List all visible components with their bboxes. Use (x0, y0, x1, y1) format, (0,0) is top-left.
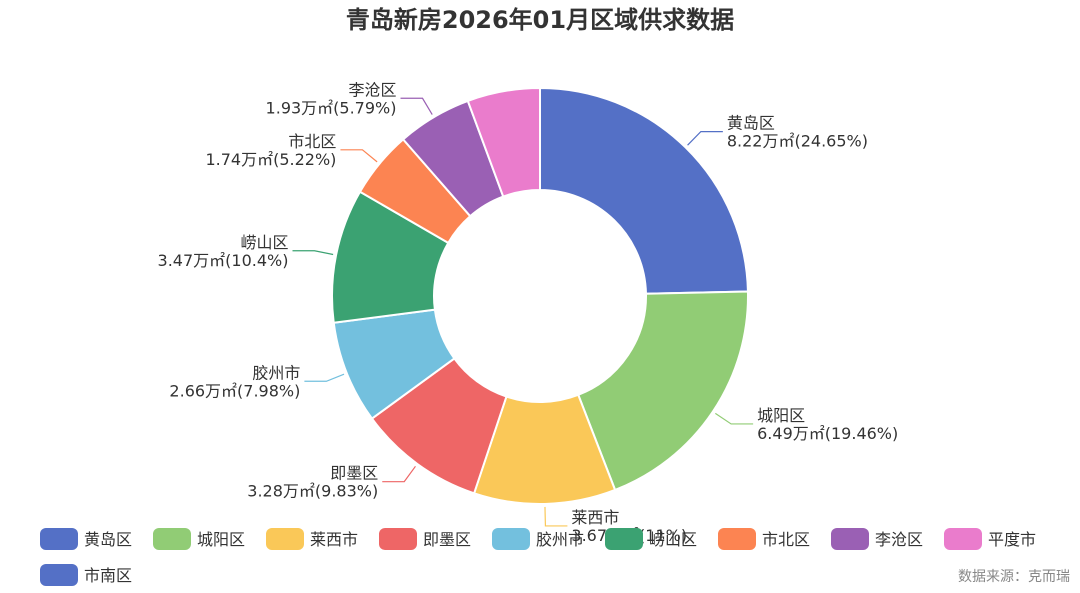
legend-label-9[interactable]: 平度市 (988, 530, 1036, 549)
slice-7-leader (340, 149, 378, 163)
slice-6-name-label: 崂山区 (240, 233, 288, 252)
slice-4-leader (382, 465, 416, 483)
slice-8-leader (400, 97, 433, 115)
legend-swatch-10[interactable] (40, 564, 78, 586)
slice-4-name-label: 即墨区 (330, 464, 378, 483)
legend-label-10[interactable]: 市南区 (84, 566, 132, 585)
slice-1-leader (687, 131, 723, 146)
slice-5-name-label: 胶州市 (252, 363, 300, 382)
legend-label-1[interactable]: 黄岛区 (84, 530, 132, 549)
slice-8-name-label: 李沧区 (348, 80, 396, 99)
legend-swatch-4[interactable] (379, 528, 417, 550)
slice-3-name-label: 莱西市 (571, 508, 619, 527)
slices-group (331, 86, 749, 505)
leader-lines-group (292, 97, 754, 527)
legend-label-6[interactable]: 崂山区 (649, 530, 697, 549)
slice-1-name-label: 黄岛区 (727, 114, 775, 133)
slice-4-value-label: 3.28万㎡(9.83%) (247, 482, 378, 501)
slice-7-value-label: 1.74万㎡(5.22%) (205, 150, 336, 169)
slice-2-leader (715, 412, 754, 425)
legend-label-5[interactable]: 胶州市 (536, 530, 584, 549)
legend-label-3[interactable]: 莱西市 (310, 530, 358, 549)
slice-1[interactable] (539, 86, 749, 295)
slice-2[interactable] (576, 290, 749, 492)
legend-label-7[interactable]: 市北区 (762, 530, 810, 549)
labels-group: 黄岛区8.22万㎡(24.65%)城阳区6.49万㎡(19.46%)莱西市3.6… (158, 80, 899, 545)
slice-2-name-label: 城阳区 (757, 406, 805, 425)
legend-swatch-1[interactable] (40, 528, 78, 550)
slice-7-name-label: 市北区 (288, 132, 336, 151)
slice-5-leader (304, 373, 345, 382)
legend-swatch-2[interactable] (153, 528, 191, 550)
slice-9[interactable] (466, 86, 541, 198)
legend-swatch-8[interactable] (831, 528, 869, 550)
legend-label-4[interactable]: 即墨区 (423, 530, 471, 549)
slice-3-leader (544, 506, 568, 527)
slice-1-value-label: 8.22万㎡(24.65%) (727, 132, 868, 151)
slice-8-value-label: 1.93万㎡(5.79%) (266, 98, 397, 117)
legend-label-8[interactable]: 李沧区 (875, 530, 923, 549)
legend-swatch-5[interactable] (492, 528, 530, 550)
legend-swatch-6[interactable] (605, 528, 643, 550)
chart-title: 青岛新房2026年01月区域供求数据 (346, 6, 734, 34)
slice-2-value-label: 6.49万㎡(19.46%) (757, 424, 898, 443)
slice-5-value-label: 2.66万㎡(7.98%) (169, 381, 300, 400)
source-note: 数据来源：克而瑞 (958, 569, 1070, 585)
legend-swatch-9[interactable] (944, 528, 982, 550)
slice-6-value-label: 3.47万㎡(10.4%) (158, 251, 289, 270)
legend-swatch-3[interactable] (266, 528, 304, 550)
legend-swatch-7[interactable] (718, 528, 756, 550)
legend-label-2[interactable]: 城阳区 (197, 530, 245, 549)
slice-6-leader (292, 250, 334, 256)
